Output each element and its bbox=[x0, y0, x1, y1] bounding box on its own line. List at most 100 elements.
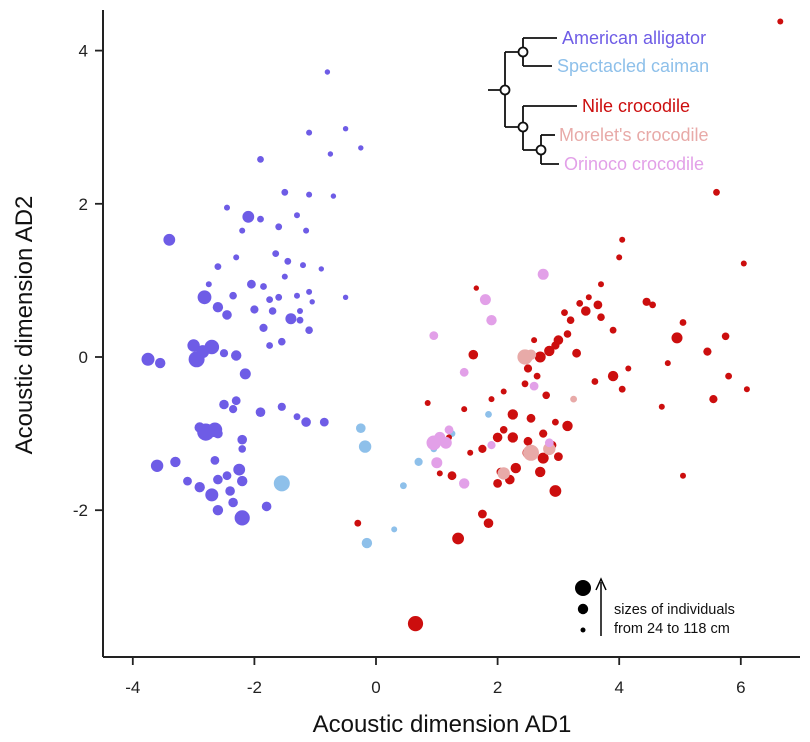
y-tick-label: 4 bbox=[79, 42, 88, 61]
point-american-alligator bbox=[231, 396, 241, 406]
x-tick-label: -4 bbox=[125, 678, 140, 697]
point-american-alligator bbox=[297, 308, 303, 314]
point-american-alligator bbox=[224, 204, 230, 211]
point-american-alligator bbox=[222, 471, 232, 481]
point-nile-crocodile bbox=[581, 306, 591, 316]
point-american-alligator bbox=[250, 305, 259, 314]
point-american-alligator bbox=[285, 313, 297, 325]
point-nile-crocodile bbox=[507, 409, 518, 420]
point-nile-crocodile bbox=[535, 466, 546, 478]
point-nile-crocodile bbox=[461, 406, 468, 413]
point-american-alligator bbox=[225, 486, 235, 496]
point-spectacled-caiman bbox=[391, 526, 398, 533]
point-nile-crocodile bbox=[593, 300, 603, 310]
point-morelet-s-crocodile bbox=[523, 444, 539, 461]
point-american-alligator bbox=[213, 474, 223, 485]
x-axis-label: Acoustic dimension AD1 bbox=[313, 711, 572, 738]
point-nile-crocodile bbox=[609, 326, 617, 334]
point-american-alligator bbox=[277, 402, 286, 411]
point-nile-crocodile bbox=[533, 372, 541, 380]
point-orinoco-crocodile bbox=[444, 425, 454, 435]
point-american-alligator bbox=[210, 456, 220, 465]
point-nile-crocodile bbox=[649, 301, 656, 309]
data-points bbox=[141, 18, 784, 632]
point-american-alligator bbox=[257, 156, 264, 163]
point-american-alligator bbox=[234, 510, 250, 526]
point-nile-crocodile bbox=[721, 332, 730, 341]
point-american-alligator bbox=[242, 210, 255, 223]
y-tick-label: -2 bbox=[73, 501, 88, 520]
size-legend-arrow-head bbox=[595, 577, 607, 591]
point-american-alligator bbox=[330, 193, 337, 199]
point-nile-crocodile bbox=[642, 297, 651, 306]
point-orinoco-crocodile bbox=[486, 315, 497, 326]
point-nile-crocodile bbox=[551, 341, 560, 350]
point-nile-crocodile bbox=[607, 370, 619, 382]
point-american-alligator bbox=[342, 126, 349, 132]
point-american-alligator bbox=[229, 405, 238, 414]
point-orinoco-crocodile bbox=[487, 441, 496, 450]
legend-orinoco-crocodile: Orinoco crocodile bbox=[564, 154, 704, 174]
point-nile-crocodile bbox=[743, 386, 750, 393]
point-american-alligator bbox=[212, 505, 224, 516]
point-american-alligator bbox=[222, 310, 232, 320]
point-morelet-s-crocodile bbox=[525, 349, 537, 360]
point-spectacled-caiman bbox=[400, 482, 407, 490]
point-american-alligator bbox=[296, 316, 304, 324]
point-nile-crocodile bbox=[616, 254, 623, 261]
y-tick-label: 2 bbox=[79, 195, 88, 214]
point-american-alligator bbox=[318, 266, 324, 272]
point-american-alligator bbox=[205, 488, 219, 502]
point-american-alligator bbox=[294, 292, 300, 299]
point-american-alligator bbox=[237, 434, 247, 445]
point-american-alligator bbox=[213, 428, 223, 439]
point-nile-crocodile bbox=[554, 452, 563, 461]
point-nile-crocodile bbox=[499, 426, 508, 434]
point-american-alligator bbox=[294, 212, 300, 219]
point-nile-crocodile bbox=[740, 260, 747, 267]
point-american-alligator bbox=[155, 357, 166, 369]
point-american-alligator bbox=[141, 352, 155, 366]
point-orinoco-crocodile bbox=[431, 457, 443, 469]
size-legend-large-dot bbox=[575, 580, 591, 596]
point-nile-crocodile bbox=[407, 616, 424, 632]
size-legend-text-line1: sizes of individuals bbox=[614, 602, 735, 618]
point-american-alligator bbox=[219, 349, 229, 358]
x-tick-label: 4 bbox=[614, 678, 623, 697]
point-nile-crocodile bbox=[725, 372, 732, 380]
point-american-alligator bbox=[306, 191, 313, 198]
point-american-alligator bbox=[303, 227, 310, 234]
point-orinoco-crocodile bbox=[479, 294, 491, 306]
legend-american-alligator: American alligator bbox=[562, 28, 706, 48]
point-nile-crocodile bbox=[510, 462, 521, 474]
point-american-alligator bbox=[281, 273, 288, 280]
tree-node bbox=[517, 121, 529, 133]
point-nile-crocodile bbox=[539, 429, 548, 438]
point-spectacled-caiman bbox=[273, 475, 290, 492]
point-american-alligator bbox=[284, 257, 292, 265]
point-american-alligator bbox=[214, 263, 222, 270]
point-nile-crocodile bbox=[561, 309, 568, 316]
point-american-alligator bbox=[266, 296, 273, 303]
point-nile-crocodile bbox=[709, 395, 718, 404]
point-american-alligator bbox=[219, 399, 229, 410]
point-american-alligator bbox=[197, 423, 215, 441]
point-nile-crocodile bbox=[531, 337, 538, 344]
point-spectacled-caiman bbox=[414, 457, 423, 466]
point-orinoco-crocodile bbox=[459, 367, 469, 377]
point-morelet-s-crocodile bbox=[570, 395, 577, 403]
point-american-alligator bbox=[278, 337, 286, 346]
point-nile-crocodile bbox=[436, 470, 443, 477]
point-nile-crocodile bbox=[526, 413, 536, 423]
point-spectacled-caiman bbox=[356, 423, 366, 434]
point-morelet-s-crocodile bbox=[497, 467, 510, 480]
point-nile-crocodile bbox=[542, 391, 550, 400]
point-nile-crocodile bbox=[664, 360, 671, 367]
point-nile-crocodile bbox=[544, 345, 555, 357]
point-orinoco-crocodile bbox=[434, 431, 446, 443]
point-american-alligator bbox=[268, 307, 277, 315]
point-nile-crocodile bbox=[537, 452, 549, 464]
point-american-alligator bbox=[342, 294, 349, 300]
tree-node bbox=[517, 46, 529, 58]
